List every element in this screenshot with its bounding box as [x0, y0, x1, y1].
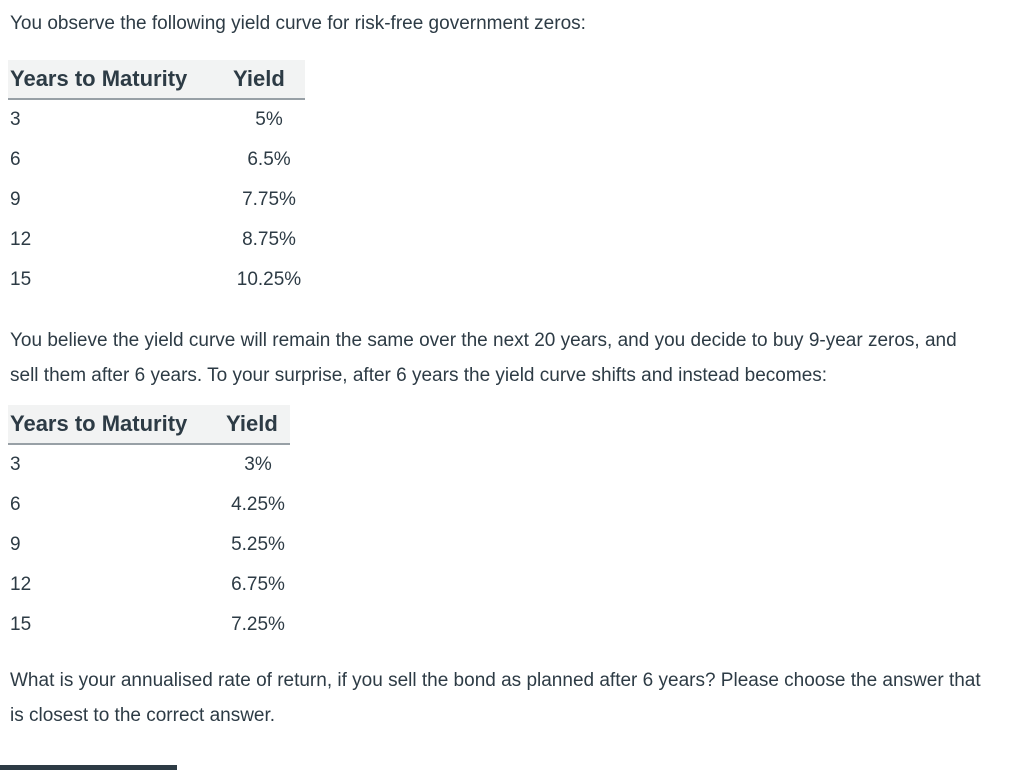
question-paragraph: What is your annualised rate of return, …: [10, 670, 981, 726]
years-to-maturity-header: Years to Maturity: [8, 405, 226, 445]
yield-cell: 8.75%: [233, 220, 305, 260]
yield-cell: 10.25%: [233, 260, 305, 300]
table-row: 6 4.25%: [8, 485, 290, 525]
yield-header: Yield: [233, 60, 305, 100]
yield-cell: 6.5%: [233, 140, 305, 180]
question-body: You observe the following yield curve fo…: [8, 13, 981, 726]
table-row: 6 6.5%: [8, 140, 305, 180]
table-row: 9 7.75%: [8, 180, 305, 220]
yield-cell: 7.25%: [226, 605, 290, 645]
table-row: 12 6.75%: [8, 565, 290, 605]
table-header-row: Years to Maturity Yield: [8, 60, 305, 100]
yield-curve-table-shifted: Years to Maturity Yield 3 3% 6 4.25% 9 5.25% 1…: [8, 405, 290, 645]
years-cell: 6: [8, 140, 233, 180]
partial-next-element-bar: [0, 765, 177, 770]
table-row: 3 5%: [8, 99, 305, 140]
yield-cell: 6.75%: [226, 565, 290, 605]
years-cell: 6: [8, 485, 226, 525]
years-cell: 9: [8, 525, 226, 565]
yield-cell: 4.25%: [226, 485, 290, 525]
years-cell: 12: [8, 220, 233, 260]
yield-curve-table-initial: Years to Maturity Yield 3 5% 6 6.5% 9 7.75% 12…: [8, 60, 305, 300]
table-row: 3 3%: [8, 444, 290, 485]
years-cell: 15: [8, 605, 226, 645]
yield-cell: 5%: [233, 99, 305, 140]
table-row: 15 10.25%: [8, 260, 305, 300]
shift-paragraph: You believe the yield curve will remain …: [10, 330, 957, 386]
years-cell: 9: [8, 180, 233, 220]
years-cell: 3: [8, 444, 226, 485]
table-row: 12 8.75%: [8, 220, 305, 260]
yield-header: Yield: [226, 405, 290, 445]
years-cell: 12: [8, 565, 226, 605]
yield-cell: 5.25%: [226, 525, 290, 565]
years-to-maturity-header: Years to Maturity: [8, 60, 233, 100]
yield-cell: 7.75%: [233, 180, 305, 220]
yield-cell: 3%: [226, 444, 290, 485]
table-row: 9 5.25%: [8, 525, 290, 565]
table-header-row: Years to Maturity Yield: [8, 405, 290, 445]
table-row: 15 7.25%: [8, 605, 290, 645]
years-cell: 15: [8, 260, 233, 300]
years-cell: 3: [8, 99, 233, 140]
intro-paragraph: You observe the following yield curve fo…: [10, 13, 586, 34]
